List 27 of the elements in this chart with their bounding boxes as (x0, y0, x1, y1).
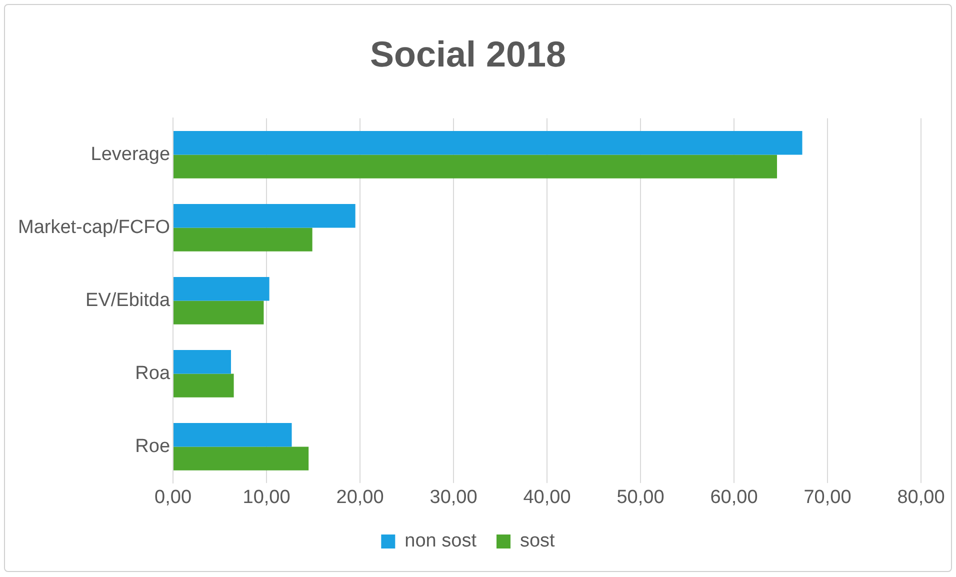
x-tick-label: 50,00 (616, 486, 664, 508)
y-tick-label: Leverage (90, 144, 170, 165)
bar (174, 422, 292, 447)
y-tick-label: Market-cap/FCFO (18, 216, 170, 238)
chart-title: Social 2018 (370, 34, 566, 75)
bar (174, 130, 802, 155)
x-tick-label: 60,00 (710, 486, 758, 508)
x-tick-label: 70,00 (804, 486, 852, 508)
x-tick-label: 30,00 (430, 486, 478, 508)
bar (174, 374, 234, 398)
x-tick-label: 80,00 (897, 486, 945, 508)
x-tick-label: 10,00 (242, 486, 290, 508)
legend-label: sost (520, 530, 556, 552)
x-tick-label: 0,00 (154, 486, 192, 508)
bar (174, 228, 312, 252)
y-tick-label: Roe (135, 436, 170, 457)
bar (174, 276, 270, 301)
bar (174, 154, 778, 178)
x-tick-label: 20,00 (336, 486, 384, 508)
bar (174, 446, 309, 470)
legend-label: non sost (404, 530, 478, 552)
y-tick-label: EV/Ebitda (86, 290, 170, 311)
x-tick-label: 40,00 (523, 486, 571, 508)
y-tick-label: Roa (135, 362, 170, 384)
bar (174, 350, 231, 374)
bar (174, 300, 264, 324)
bar (174, 204, 356, 228)
